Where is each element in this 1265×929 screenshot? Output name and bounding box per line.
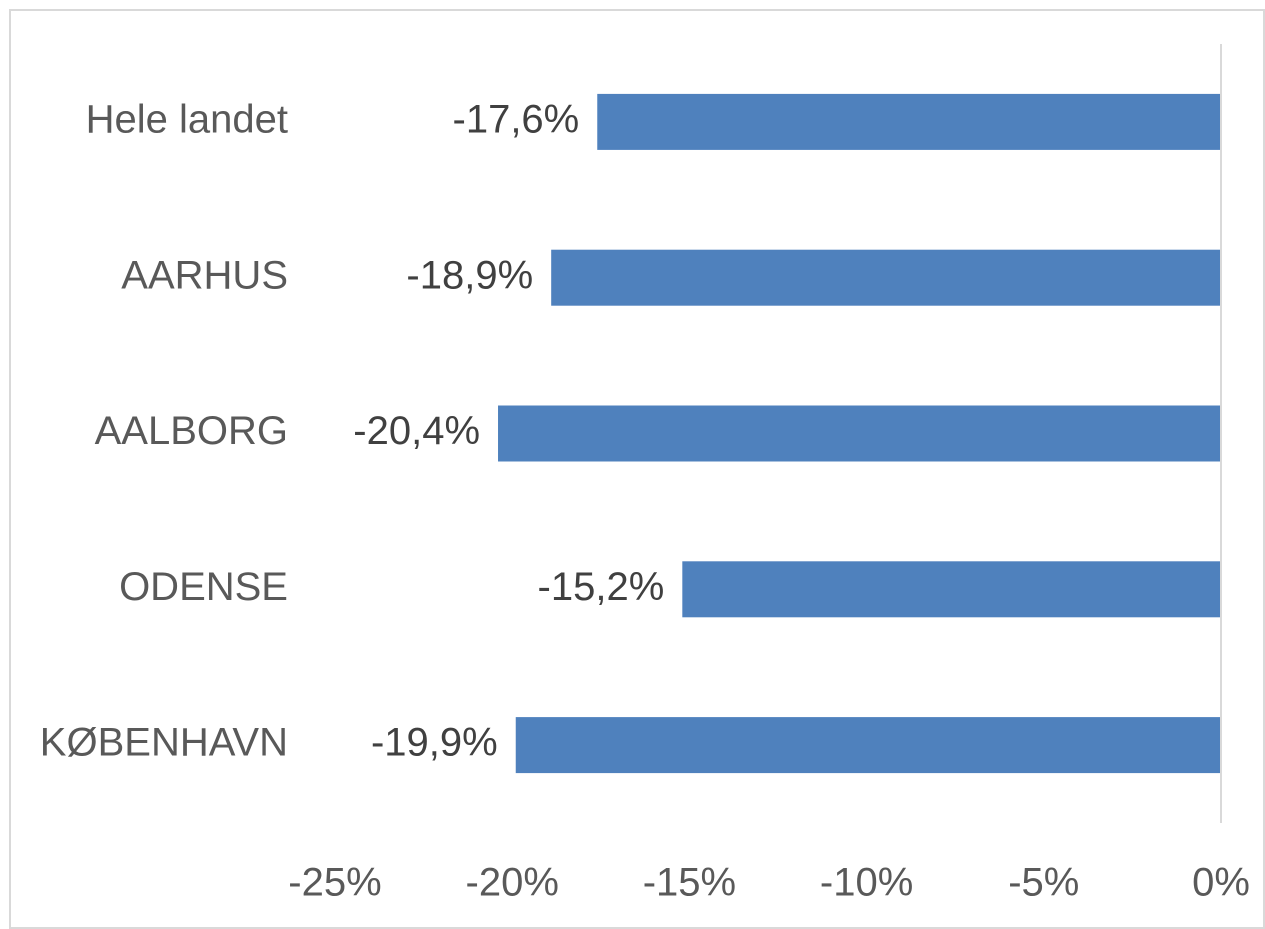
- bar: [597, 93, 1221, 150]
- x-tick-label: -10%: [820, 861, 913, 905]
- bar: [515, 717, 1221, 774]
- bar: [682, 561, 1221, 618]
- bar: [551, 249, 1221, 306]
- value-label: -18,9%: [406, 253, 533, 297]
- value-label: -15,2%: [538, 565, 665, 609]
- value-label: -17,6%: [453, 97, 580, 141]
- x-tick-label: -25%: [288, 861, 381, 905]
- x-tick-label: -15%: [643, 861, 736, 905]
- category-label: AALBORG: [95, 409, 288, 453]
- category-label: AARHUS: [121, 253, 288, 297]
- category-label: KØBENHAVN: [40, 721, 288, 765]
- x-tick-label: -5%: [1008, 861, 1079, 905]
- x-tick-label: -20%: [466, 861, 559, 905]
- chart-frame: [9, 9, 1265, 929]
- category-label: Hele landet: [86, 97, 288, 141]
- category-label: ODENSE: [119, 565, 288, 609]
- x-tick-label: 0%: [1192, 861, 1250, 905]
- bar: [498, 405, 1221, 462]
- value-label: -20,4%: [353, 409, 480, 453]
- value-label: -19,9%: [371, 721, 498, 765]
